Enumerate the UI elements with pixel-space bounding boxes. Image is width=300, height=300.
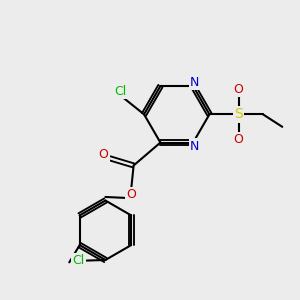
Text: Cl: Cl	[114, 85, 126, 98]
Text: S: S	[234, 107, 243, 121]
Text: N: N	[190, 76, 199, 89]
Text: O: O	[234, 133, 244, 146]
Text: N: N	[190, 140, 199, 153]
Text: O: O	[126, 188, 136, 201]
Text: O: O	[234, 83, 244, 96]
Text: Cl: Cl	[73, 254, 85, 267]
Text: O: O	[98, 148, 108, 161]
